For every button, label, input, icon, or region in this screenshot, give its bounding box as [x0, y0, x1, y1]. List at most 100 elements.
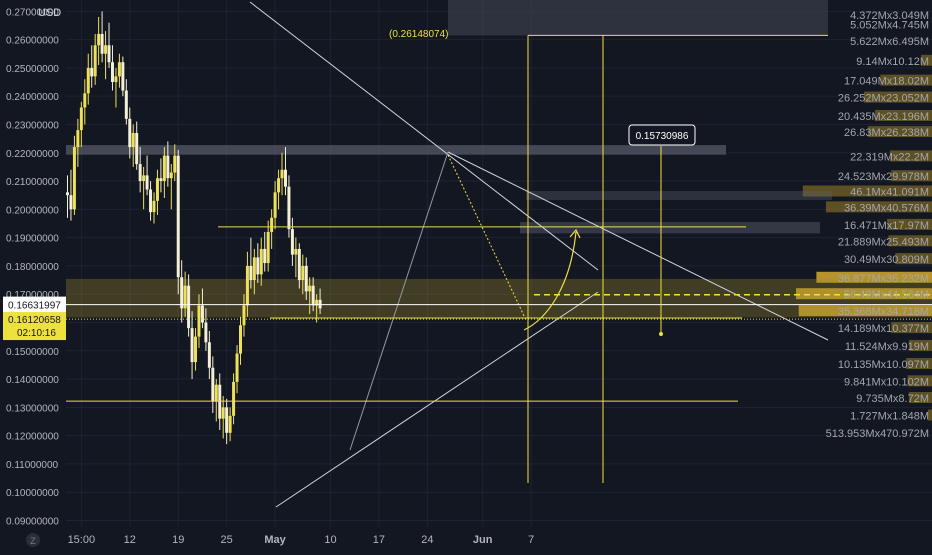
trendline-descending: [447, 151, 829, 341]
timezone-button-glyph: Z: [30, 536, 36, 546]
countdown-text: 02:10:16: [17, 328, 56, 339]
volume-profile-label: 36.877Mx36.232M: [838, 273, 929, 285]
volume-profile-bar: [887, 218, 932, 230]
x-tick-label: 19: [172, 534, 184, 546]
volume-profile-bar: [891, 322, 932, 334]
candle-body: [280, 169, 284, 179]
volume-profile-label: 9.735Mx8.72M: [856, 393, 929, 405]
candle-body: [76, 130, 80, 148]
support-zone: [66, 278, 932, 318]
candle-body: [277, 178, 281, 193]
volume-profile-bar: [895, 253, 932, 265]
volume-profile-label: 9.14Mx10.12M: [856, 56, 929, 68]
candle-body: [239, 325, 242, 354]
y-tick-label: 0.10000000: [6, 488, 59, 499]
volume-profile-bar: [908, 339, 932, 351]
y-tick-label: 0.11000000: [6, 460, 59, 471]
candle-body: [218, 384, 222, 419]
y-tick-label: 0.27000000: [6, 7, 59, 18]
candle-body: [211, 367, 215, 402]
volume-profile-bar: [891, 170, 932, 182]
candle-body: [149, 189, 153, 213]
volume-profile-bar: [906, 358, 932, 370]
y-tick-label: 0.23000000: [6, 120, 59, 131]
x-tick-label: 10: [324, 534, 336, 546]
candle-body: [121, 62, 125, 91]
volume-profile-label: 26.83Mx26.238M: [844, 127, 929, 139]
x-axis: 15:00 12 19 25 May 10 17 24 Jun 7: [68, 534, 535, 546]
candle-body: [270, 217, 274, 232]
volume-profile-label: 46.1Mx41.091M: [850, 187, 929, 199]
volume-profile-label: 20.435Mx23.196M: [838, 111, 929, 123]
candle-body: [128, 118, 132, 148]
candle-body: [221, 407, 225, 419]
candle-body: [315, 299, 319, 306]
current-price-text: 0.16631997: [8, 301, 61, 312]
candle-body: [214, 384, 218, 402]
candle-body: [131, 132, 135, 148]
x-tick-label: 12: [124, 534, 136, 546]
volume-profile-bar: [880, 74, 932, 86]
candle-body: [79, 107, 83, 131]
projection-arrow: [523, 231, 577, 331]
volume-profile-label: 21.889Mx25.493M: [838, 236, 929, 248]
candle-body: [152, 200, 156, 213]
candle-body: [162, 155, 166, 182]
candle-body: [263, 248, 267, 264]
candle-body: [114, 76, 118, 83]
y-tick-label: 0.09000000: [6, 516, 59, 527]
candle-body: [245, 265, 249, 306]
candle-body: [207, 342, 211, 368]
volume-profile: [796, 54, 932, 421]
trendline-dotted: [447, 154, 527, 321]
resistance-zone: [526, 190, 832, 200]
candles: [66, 11, 322, 445]
volume-profile-bar: [874, 109, 932, 121]
volume-profile-label: 10.135Mx10.097M: [838, 359, 929, 371]
candle-body: [249, 265, 253, 281]
candle-body: [259, 248, 263, 275]
candle-body: [176, 155, 180, 278]
candle-body: [232, 381, 236, 416]
candle-body: [66, 192, 69, 196]
y-tick-label: 0.22000000: [6, 149, 59, 160]
volume-profile-label: 1.727Mx1.848M: [850, 411, 929, 423]
volume-profile-bar: [927, 409, 932, 421]
volume-profile-label: 11.524Mx9.919M: [845, 341, 929, 353]
candle-body: [142, 175, 146, 182]
candle-body: [159, 178, 163, 182]
candle-body: [318, 299, 322, 309]
zones: [66, 0, 932, 318]
candle-body: [69, 195, 73, 210]
candle-body: [117, 62, 121, 77]
y-axis-panel[interactable]: [0, 0, 66, 550]
resistance-zone: [66, 145, 726, 155]
volume-profile-label: 35.368Mx34.718M: [838, 306, 929, 318]
volume-profile-bar: [889, 150, 932, 162]
candle-body: [110, 62, 114, 83]
timezone-button[interactable]: [26, 533, 40, 547]
volume-profile-label: 9.841Mx10.102M: [844, 376, 929, 388]
mid-target-dot: [659, 332, 663, 336]
x-axis-panel[interactable]: [0, 527, 932, 550]
x-tick-label: 7: [528, 534, 534, 546]
x-tick-label: 17: [373, 534, 385, 546]
y-tick-label: 0.12000000: [6, 432, 59, 443]
volume-profile-label: 24.523Mx29.978M: [838, 171, 929, 183]
volume-profile-bar: [816, 271, 932, 283]
y-tick-label: 0.24000000: [6, 92, 59, 103]
resistance-zone: [520, 222, 820, 234]
y-tick-label: 0.15000000: [6, 347, 59, 358]
volume-profile-label: 36.39Mx40.576M: [844, 202, 929, 214]
volume-profile-bar: [907, 375, 932, 387]
y-tick-label: 0.14000000: [6, 375, 59, 386]
candle-body: [304, 265, 308, 292]
volume-profile-bar: [864, 91, 932, 103]
candle-body: [155, 178, 159, 201]
candle-body: [190, 328, 194, 363]
y-tick-label: 0.20000000: [6, 205, 59, 216]
trendline-descending: [249, 1, 599, 271]
